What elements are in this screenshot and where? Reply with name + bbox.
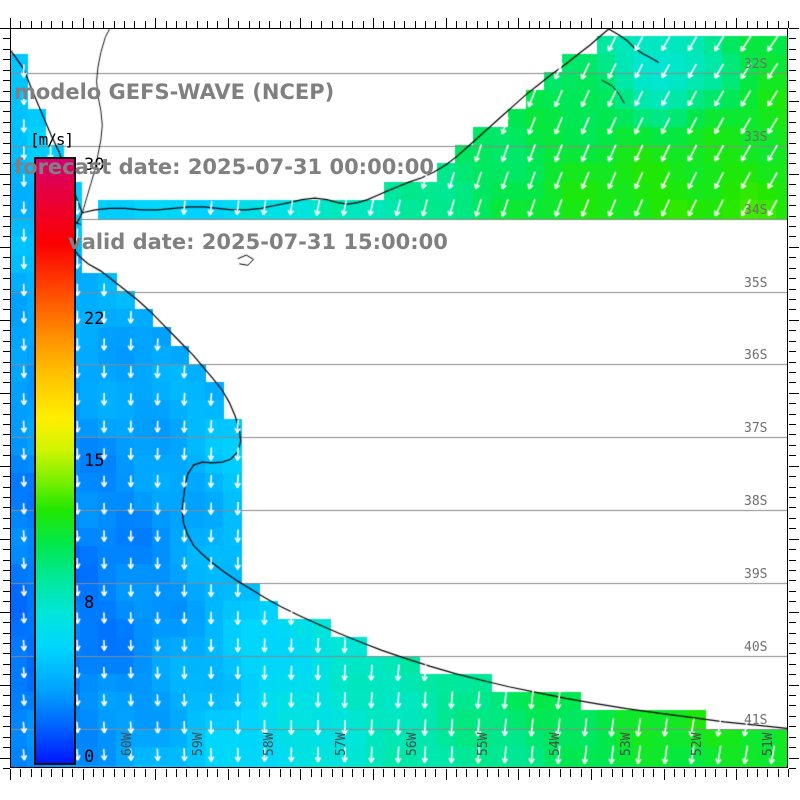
left-axis-ticks <box>0 28 10 769</box>
colorbar-gradient <box>34 157 76 765</box>
colorbar-unit-label: [m/s] <box>30 130 74 149</box>
right-axis-ticks <box>789 28 799 769</box>
colorbar-tick-label: 8 <box>84 592 95 613</box>
colorbar-tick-label: 22 <box>84 309 105 330</box>
bottom-axis-ticks <box>10 769 789 780</box>
top-axis-ticks <box>10 18 789 28</box>
colorbar-tick-label: 15 <box>84 451 105 471</box>
wind-speed-field <box>11 29 787 767</box>
colorbar-tick-label: 0 <box>84 747 95 767</box>
colorbar-tick-label: 30 <box>84 155 105 175</box>
map-plot-area <box>10 28 788 768</box>
